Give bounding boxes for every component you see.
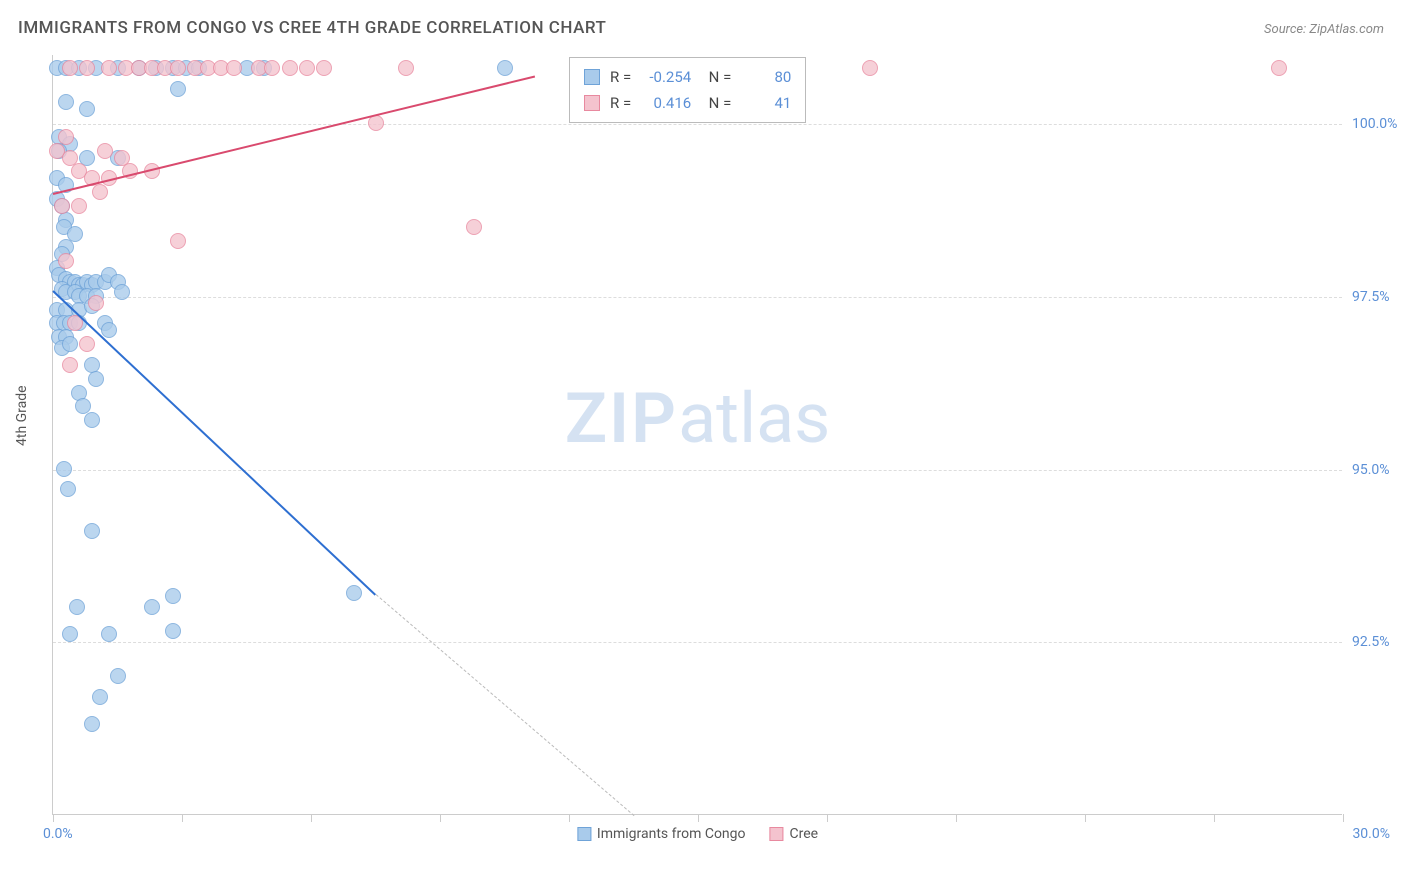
y-tick-label: 97.5%	[1352, 289, 1406, 305]
point-cree	[299, 60, 315, 76]
point-congo	[79, 101, 95, 117]
point-congo	[56, 461, 72, 477]
legend-label-1: Immigrants from Congo	[597, 826, 746, 842]
point-cree	[170, 233, 186, 249]
stats-row: R = -0.254 N = 80	[584, 64, 791, 90]
point-congo	[84, 716, 100, 732]
x-tick	[311, 814, 312, 822]
point-congo	[69, 599, 85, 615]
x-axis-max-label: 30.0%	[1352, 826, 1390, 842]
point-congo	[497, 60, 513, 76]
legend-item-2: Cree	[770, 826, 819, 842]
point-congo	[165, 588, 181, 604]
point-cree	[101, 60, 117, 76]
point-cree	[71, 198, 87, 214]
x-tick	[53, 814, 54, 822]
watermark: ZIPatlas	[565, 378, 831, 460]
y-axis-title: 4th Grade	[14, 385, 30, 446]
point-cree	[862, 60, 878, 76]
stats-n-value: 80	[741, 64, 791, 90]
stats-box: R = -0.254 N = 80 R = 0.416 N = 41	[569, 57, 806, 123]
gridline	[53, 642, 1342, 643]
stats-swatch	[584, 95, 600, 111]
watermark-atlas: atlas	[678, 378, 830, 460]
point-congo	[101, 322, 117, 338]
trend-line	[375, 594, 634, 816]
point-cree	[264, 60, 280, 76]
point-cree	[170, 60, 186, 76]
point-congo	[170, 81, 186, 97]
x-tick	[827, 814, 828, 822]
legend-swatch-1	[577, 827, 591, 841]
x-tick	[569, 814, 570, 822]
point-cree	[62, 357, 78, 373]
legend-label-2: Cree	[790, 826, 819, 842]
point-congo	[92, 689, 108, 705]
gridline	[53, 470, 1342, 471]
watermark-zip: ZIP	[565, 378, 678, 460]
x-tick	[1343, 814, 1344, 822]
x-tick	[182, 814, 183, 822]
point-cree	[54, 198, 70, 214]
x-tick	[956, 814, 957, 822]
chart-plot-area: ZIPatlas 0.0% 30.0% Immigrants from Cong…	[52, 55, 1342, 815]
point-congo	[101, 626, 117, 642]
point-cree	[398, 60, 414, 76]
y-tick-label: 92.5%	[1352, 634, 1406, 650]
stats-swatch	[584, 69, 600, 85]
point-congo	[110, 668, 126, 684]
x-axis-min-label: 0.0%	[43, 826, 73, 842]
y-tick-label: 100.0%	[1352, 116, 1406, 132]
stats-row: R = 0.416 N = 41	[584, 90, 791, 116]
x-tick	[440, 814, 441, 822]
point-congo	[114, 284, 130, 300]
point-cree	[92, 184, 108, 200]
point-congo	[88, 371, 104, 387]
point-cree	[1271, 60, 1287, 76]
point-congo	[346, 585, 362, 601]
point-cree	[79, 60, 95, 76]
stats-r-value: 0.416	[641, 90, 691, 116]
stats-r-label: R =	[610, 90, 631, 116]
point-cree	[88, 295, 104, 311]
y-tick-label: 95.0%	[1352, 462, 1406, 478]
point-cree	[58, 253, 74, 269]
point-cree	[226, 60, 242, 76]
stats-r-value: -0.254	[641, 64, 691, 90]
stats-n-label: N =	[701, 90, 731, 116]
legend-swatch-2	[770, 827, 784, 841]
gridline	[53, 124, 1342, 125]
point-cree	[62, 60, 78, 76]
point-congo	[62, 626, 78, 642]
source-credit: Source: ZipAtlas.com	[1264, 22, 1384, 37]
point-congo	[60, 481, 76, 497]
point-cree	[282, 60, 298, 76]
trend-line	[53, 76, 535, 195]
point-congo	[84, 523, 100, 539]
stats-r-label: R =	[610, 64, 631, 90]
stats-n-value: 41	[741, 90, 791, 116]
point-congo	[165, 623, 181, 639]
legend: Immigrants from Congo Cree	[577, 826, 818, 842]
point-congo	[58, 94, 74, 110]
chart-title: IMMIGRANTS FROM CONGO VS CREE 4TH GRADE …	[18, 18, 606, 38]
point-cree	[466, 219, 482, 235]
x-tick	[1085, 814, 1086, 822]
point-cree	[97, 143, 113, 159]
point-congo	[84, 412, 100, 428]
gridline	[53, 297, 1342, 298]
x-tick	[698, 814, 699, 822]
point-congo	[62, 336, 78, 352]
legend-item-1: Immigrants from Congo	[577, 826, 746, 842]
stats-n-label: N =	[701, 64, 731, 90]
trend-line	[52, 290, 376, 595]
point-cree	[79, 336, 95, 352]
x-tick	[1214, 814, 1215, 822]
point-congo	[144, 599, 160, 615]
point-cree	[316, 60, 332, 76]
